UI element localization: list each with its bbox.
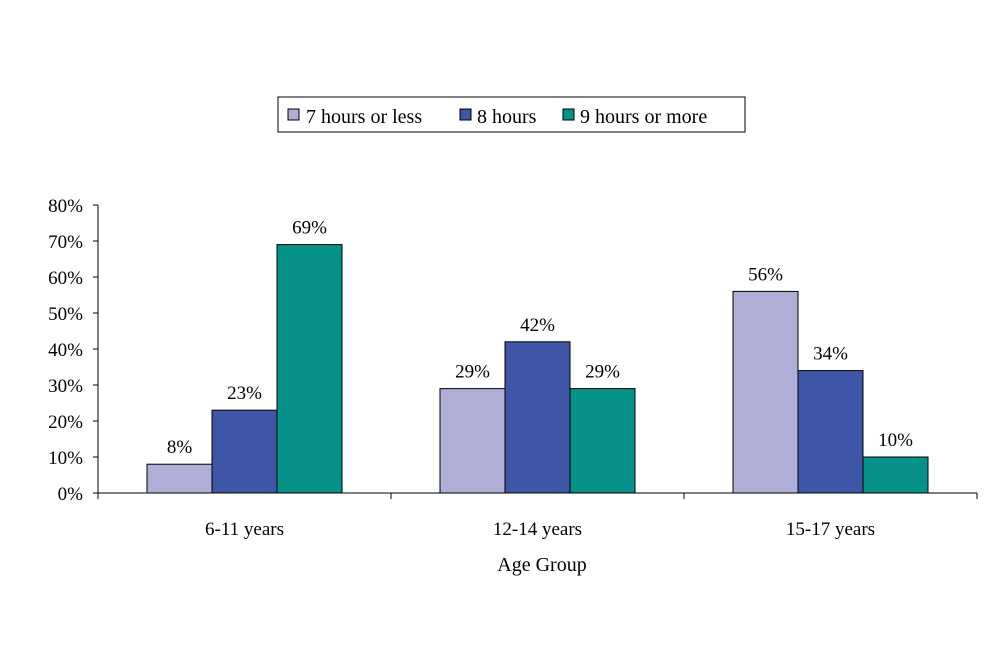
x-category-label-6-11-years: 6-11 years xyxy=(205,519,284,540)
data-label-7-hours-or-less-6-11-years: 8% xyxy=(167,437,193,458)
bar-7-hours-or-less-15-17-years xyxy=(732,290,799,494)
legend-label-9-hours-or-more: 9 hours or more xyxy=(580,106,707,128)
y-tick-label: 70% xyxy=(48,232,83,253)
legend-label-7-hours-or-less: 7 hours or less xyxy=(306,106,422,128)
bar-9-hours-or-more-15-17-years xyxy=(862,456,929,494)
axes: 0% 10% 20% 30% 40% 50% 60% 70% 80% 6-11 years 12-1… xyxy=(48,196,978,540)
y-tick-label: 30% xyxy=(48,376,83,397)
legend-swatch-8-hours xyxy=(459,108,472,121)
legend-label-8-hours: 8 hours xyxy=(477,106,537,128)
y-tick-label: 50% xyxy=(48,304,83,325)
x-axis-title: Age Group xyxy=(497,554,586,576)
y-tick-label: 60% xyxy=(48,268,83,289)
bar-9-hours-or-more-6-11-years xyxy=(276,244,343,494)
data-label-8-hours-6-11-years: 23% xyxy=(227,383,262,404)
bar-9-hours-or-more-12-14-years xyxy=(569,388,636,494)
data-label-9-hours-or-more-6-11-years: 69% xyxy=(292,218,327,239)
legend: 7 hours or less 8 hours 9 hours or more xyxy=(277,96,746,133)
data-labels: 8% 23% 69% 29% 42% 29% 56% 34% 10% xyxy=(167,218,913,459)
legend-swatch-9-hours-or-more xyxy=(562,108,575,121)
bar-7-hours-or-less-12-14-years xyxy=(439,388,506,494)
bars xyxy=(146,244,929,494)
legend-swatch-7-hours-or-less xyxy=(287,108,300,121)
data-label-9-hours-or-more-12-14-years: 29% xyxy=(585,362,620,383)
bar-8-hours-6-11-years xyxy=(211,409,278,494)
x-category-label-15-17-years: 15-17 years xyxy=(786,519,875,540)
data-label-8-hours-12-14-years: 42% xyxy=(520,315,555,336)
data-label-7-hours-or-less-15-17-years: 56% xyxy=(748,264,783,285)
bar-8-hours-12-14-years xyxy=(504,341,571,494)
x-category-label-12-14-years: 12-14 years xyxy=(493,519,582,540)
y-tick-label: 20% xyxy=(48,412,83,433)
y-tick-label: 10% xyxy=(48,448,83,469)
legend-frame xyxy=(277,96,746,133)
y-tick-label: 0% xyxy=(58,484,84,505)
bar-7-hours-or-less-6-11-years xyxy=(146,463,213,494)
bar-8-hours-15-17-years xyxy=(797,370,864,494)
y-tick-label: 40% xyxy=(48,340,83,361)
data-label-8-hours-15-17-years: 34% xyxy=(813,344,848,365)
data-label-7-hours-or-less-12-14-years: 29% xyxy=(455,362,490,383)
data-label-9-hours-or-more-15-17-years: 10% xyxy=(878,430,913,451)
y-tick-label: 80% xyxy=(48,196,83,217)
